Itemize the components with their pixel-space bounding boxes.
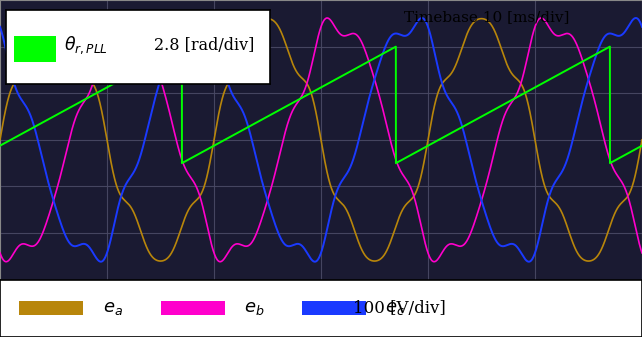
Text: $e_a$: $e_a$ xyxy=(103,299,123,317)
Text: 100 [V/div]: 100 [V/div] xyxy=(353,300,446,317)
Text: $\theta_{r,PLL}$: $\theta_{r,PLL}$ xyxy=(64,35,108,57)
Text: 2.8 [rad/div]: 2.8 [rad/div] xyxy=(154,37,254,54)
Bar xyxy=(19,302,83,315)
Text: $e_c$: $e_c$ xyxy=(385,299,405,317)
Text: $e_b$: $e_b$ xyxy=(244,299,265,317)
Bar xyxy=(160,302,225,315)
Text: Timebase 10 [ms/div]: Timebase 10 [ms/div] xyxy=(404,10,570,24)
Bar xyxy=(302,302,366,315)
Bar xyxy=(14,36,56,62)
